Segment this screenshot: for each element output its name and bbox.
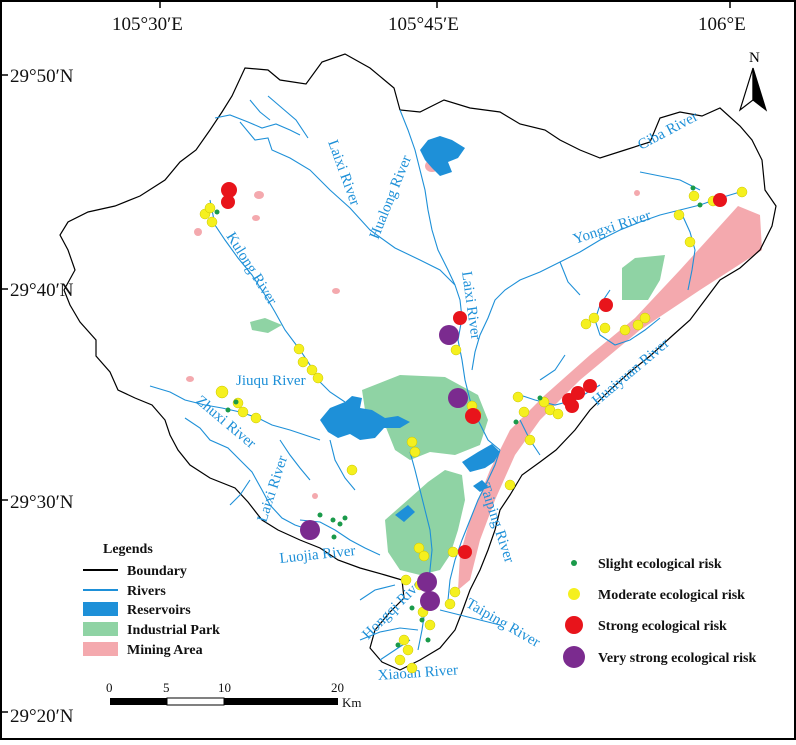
risk-points [199, 182, 748, 674]
lat-label-1: 29°50′N [10, 66, 74, 87]
legend-reservoirs-swatch [83, 602, 118, 616]
lon-label-1: 105°30′E [112, 14, 183, 35]
scale-tick-0: 0 [106, 680, 113, 695]
legend-very-strong-label: Very strong ecological risk [598, 651, 756, 666]
legend-industrial-park-label: Industrial Park [127, 623, 220, 638]
lat-label-4: 29°20′N [10, 706, 74, 727]
lat-label-3: 29°30′N [10, 492, 74, 513]
river-label-xiaoan: Xiaoan River [377, 662, 458, 684]
lon-label-2: 105°45′E [388, 14, 459, 35]
river-label-laixi-middle: Laixi River [458, 270, 483, 340]
legend-slight-swatch [571, 560, 577, 566]
river-network [149, 95, 741, 661]
legend-strong-swatch [565, 616, 583, 634]
legend-very-strong-swatch [563, 646, 585, 668]
legend-title: Legends [103, 542, 153, 557]
legend-right: Slight ecological risk Moderate ecologic… [563, 557, 756, 668]
edge-ticks [1, 1, 731, 713]
legend-moderate-label: Moderate ecological risk [598, 588, 745, 603]
very-strong-risk-points [300, 325, 468, 611]
scale-segment-1 [110, 698, 167, 705]
mining-area [458, 206, 762, 590]
reservoirs [320, 136, 500, 522]
scale-tick-5: 5 [163, 680, 170, 695]
legend-rivers-label: Rivers [127, 584, 166, 599]
moderate-risk-points [199, 186, 748, 674]
scale-tick-10: 10 [218, 680, 231, 695]
river-label-yongxi: Yongxi River [571, 208, 653, 248]
legend-left: Legends Boundary Rivers Reservoirs Indus… [83, 542, 220, 658]
north-arrow-label: N [749, 50, 760, 66]
scale-bar: 0 5 10 20 Km [106, 680, 362, 710]
river-label-laixi-south: Laixi River [255, 454, 291, 524]
legend-moderate-swatch [568, 588, 580, 600]
river-label-laixi-north: Laixi River [324, 138, 363, 208]
lon-label-3: 106°E [698, 14, 746, 35]
legend-boundary-label: Boundary [127, 564, 187, 579]
river-label-luojia: Luojia River [279, 543, 356, 567]
legend-mining-area-swatch [83, 642, 118, 656]
slight-risk-points [214, 185, 703, 648]
legend-industrial-park-swatch [83, 622, 118, 636]
strong-risk-points [221, 182, 727, 559]
river-label-zhuxi: Zhuxi River [192, 393, 258, 452]
legend-slight-label: Slight ecological risk [598, 557, 722, 572]
legend-strong-label: Strong ecological risk [598, 619, 727, 634]
scale-tick-20: 20 [331, 680, 344, 695]
scale-segment-3 [224, 698, 338, 705]
river-label-taiping-south: Taiping River [463, 596, 543, 651]
north-arrow: N [738, 50, 768, 112]
river-label-jiuqu: Jiuqu River [236, 373, 306, 389]
legend-reservoirs-label: Reservoirs [127, 603, 191, 618]
scale-segment-2 [166, 697, 225, 706]
legend-mining-area-label: Mining Area [127, 643, 203, 658]
scale-unit: Km [342, 695, 362, 710]
river-label-hualong: Hualong River [367, 153, 415, 241]
river-label-kulong: Kulong River [223, 230, 280, 308]
boundary [59, 53, 777, 671]
lat-label-2: 29°40′N [10, 280, 74, 301]
